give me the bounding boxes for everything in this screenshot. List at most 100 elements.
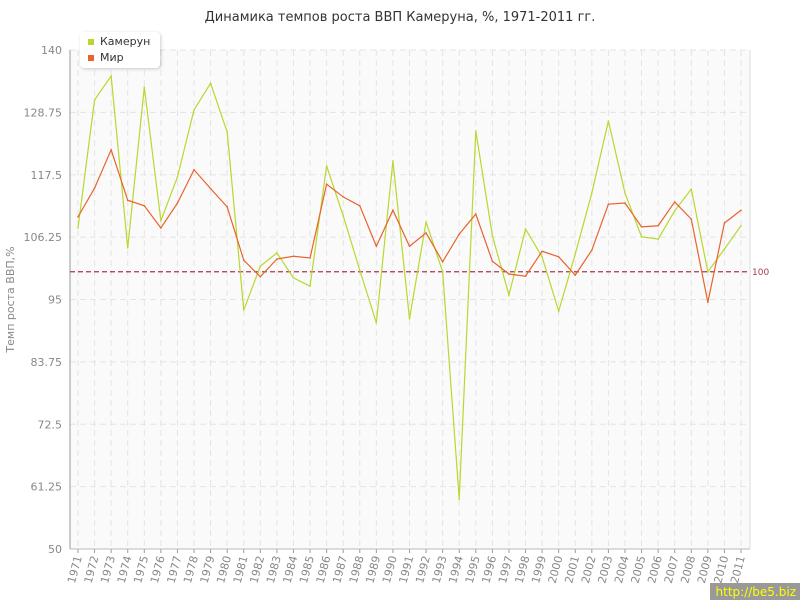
data-point [110, 75, 112, 77]
data-point [707, 301, 709, 304]
y-tick-label: 128.75 [24, 106, 63, 119]
data-point [392, 209, 394, 212]
data-point [408, 245, 411, 248]
reference-line-label: 100 [752, 268, 769, 278]
data-point [176, 202, 179, 204]
data-point [392, 160, 394, 162]
data-point [276, 252, 278, 254]
data-point [425, 221, 427, 223]
data-point [707, 270, 709, 273]
data-point [441, 270, 444, 273]
data-point [624, 202, 626, 204]
y-tick-label: 83.75 [31, 356, 63, 369]
data-point [491, 234, 494, 237]
data-point [176, 176, 179, 178]
data-point [342, 196, 345, 198]
data-point [640, 236, 643, 238]
x-tick-label: 2011 [728, 554, 748, 584]
data-point [126, 199, 129, 202]
data-point [491, 260, 494, 263]
y-tick-label: 95 [48, 294, 62, 307]
data-point [425, 232, 427, 234]
y-tick-label: 50 [48, 543, 62, 556]
data-point [77, 227, 79, 229]
data-point [209, 82, 212, 85]
legend-swatch [88, 55, 94, 61]
data-point [557, 310, 560, 312]
data-point [475, 130, 477, 132]
y-tick-label: 72.5 [38, 418, 63, 431]
data-point [375, 245, 378, 248]
y-tick-label: 61.25 [31, 481, 63, 494]
data-point [574, 253, 577, 255]
data-point [740, 224, 742, 227]
data-point [193, 168, 195, 171]
data-point [342, 214, 345, 217]
data-point [591, 192, 593, 194]
data-point [723, 248, 726, 250]
data-point [292, 277, 295, 279]
data-point [657, 224, 659, 227]
data-point [541, 250, 543, 253]
data-point [325, 165, 328, 167]
data-point [93, 99, 96, 101]
data-point [524, 275, 527, 278]
data-point [723, 222, 726, 224]
data-point [309, 257, 311, 259]
watermark-link[interactable]: http://be5.biz [709, 583, 800, 600]
data-point [276, 258, 278, 260]
data-point [408, 318, 411, 320]
data-point [607, 120, 610, 122]
y-tick-label: 140 [41, 44, 62, 57]
legend-item-world[interactable]: Мир [88, 51, 124, 65]
data-point [160, 227, 162, 229]
data-point [458, 498, 461, 500]
data-point [640, 226, 643, 228]
data-point [441, 260, 444, 263]
chart-title: Динамика темпов роста ВВП Камеруна, %, 1… [204, 10, 596, 25]
data-point [160, 219, 162, 222]
data-point [624, 192, 626, 194]
legend: Камерун Мир [80, 32, 160, 68]
data-point [242, 259, 245, 261]
data-point [259, 275, 262, 278]
data-point [591, 249, 593, 251]
legend-label: Камерун [100, 35, 151, 48]
y-axis-title: Темп роста ВВП,% [4, 246, 17, 353]
data-point [209, 187, 212, 190]
data-point [226, 131, 228, 133]
legend-label: Мир [100, 51, 124, 64]
data-point [524, 228, 527, 230]
data-point [309, 285, 311, 287]
data-point [143, 204, 146, 207]
data-point [292, 255, 295, 258]
data-point [93, 187, 96, 189]
data-point [325, 183, 328, 185]
data-point [193, 109, 195, 111]
legend-item-cameroon[interactable]: Камерун [88, 35, 150, 49]
data-point [458, 233, 461, 235]
data-point [740, 209, 742, 212]
data-point [259, 265, 262, 268]
data-point [673, 201, 676, 203]
data-point [541, 256, 543, 258]
y-tick-label: 106.25 [24, 231, 63, 244]
data-point [557, 256, 560, 258]
data-point [110, 149, 112, 151]
data-point [358, 269, 361, 271]
data-point [508, 294, 510, 296]
data-point [126, 247, 129, 249]
data-point [690, 188, 693, 190]
data-point [657, 238, 659, 240]
data-point [226, 206, 228, 208]
data-point [574, 274, 577, 276]
legend-swatch [88, 39, 94, 45]
data-point [508, 273, 510, 275]
data-point [607, 203, 610, 205]
data-point [242, 309, 245, 311]
y-tick-label: 117.5 [31, 169, 63, 182]
data-point [143, 86, 146, 88]
data-point [673, 209, 676, 212]
data-point [358, 204, 361, 207]
